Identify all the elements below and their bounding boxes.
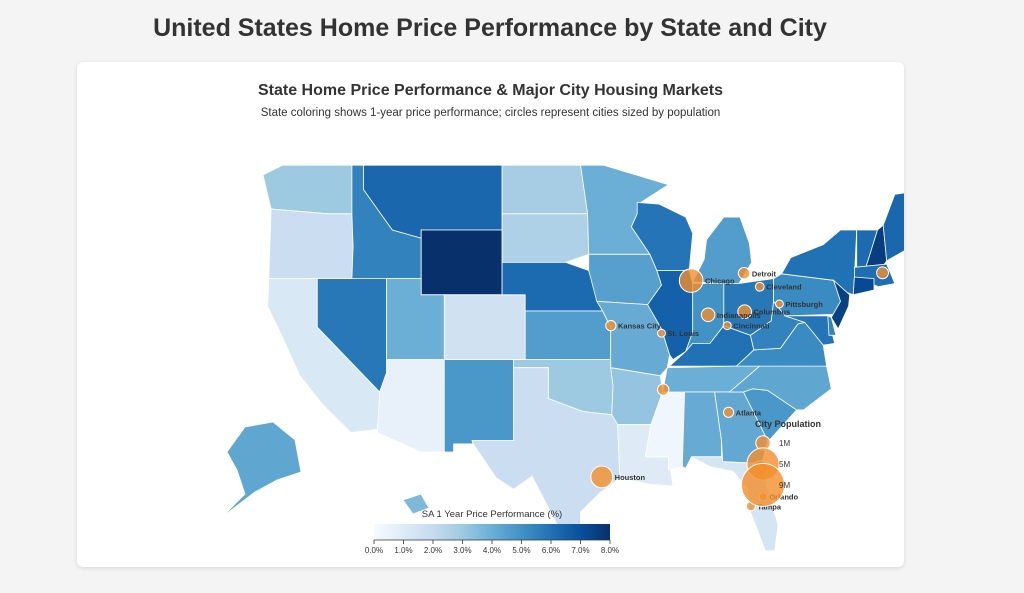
city-bubble-kansas-city[interactable] [605,319,617,332]
city-label-indianapolis: Indianapolis [717,311,761,320]
state-nd[interactable] [501,164,589,215]
city-bubble-st-louis[interactable] [657,328,666,338]
size-legend-label-9m: 9M [779,481,790,490]
chart-card: State Home Price Performance & Major Cit… [77,62,904,567]
city-bubble-cleveland[interactable] [754,281,765,292]
color-legend-tick-label: 2.0% [424,546,442,555]
state-sd[interactable] [501,213,590,263]
city-label-columbus: Columbus [753,308,790,317]
city-bubble-memphis[interactable] [656,383,670,396]
size-legend: City Population 1M 5M 9M [740,419,821,508]
size-legend-label-5m: 5M [779,460,790,469]
state-nm[interactable] [443,359,515,453]
city-bubble-indianapolis[interactable] [700,307,716,323]
color-legend-tick-label: 6.0% [542,546,560,555]
color-legend-tick-label: 5.0% [512,546,530,555]
state-ak[interactable] [221,421,302,518]
color-legend-title: SA 1 Year Price Performance (%) [422,509,562,520]
city-bubble-boston[interactable] [876,266,889,280]
color-legend-tick-label: 3.0% [453,546,471,555]
city-label-detroit: Detroit [752,269,777,278]
size-legend-bubble-9m [740,462,786,508]
city-bubble-pittsburgh[interactable] [774,299,784,309]
color-legend-tick-label: 8.0% [601,546,619,555]
state-de[interactable] [827,315,837,336]
size-legend-title: City Population [755,419,821,429]
city-bubble-chicago[interactable] [678,268,704,293]
city-bubble-atlanta[interactable] [722,406,735,418]
state-hi[interactable] [402,493,430,515]
state-nj[interactable] [830,278,851,330]
city-label-tampa: Tampa [757,502,781,511]
color-legend-bar [374,524,610,540]
city-bubble-detroit[interactable] [737,267,751,280]
page-title: United States Home Price Performance by … [153,14,827,42]
city-label-cleveland: Cleveland [766,283,802,292]
state-wa[interactable] [262,164,353,215]
state-or[interactable] [268,208,354,280]
state-ia[interactable] [588,253,662,306]
state-ks[interactable] [524,310,612,361]
color-legend-tick-label: 1.0% [394,546,412,555]
size-legend-label-1m: 1M [779,439,790,448]
us-choropleth-map: Chicago Detroit Cleveland PittsburghColumbu… [221,164,904,555]
city-label-st-louis: St. Louis [667,329,699,338]
city-label-cincinnati: Cincinnati [733,322,769,331]
color-legend-tick-label: 0.0% [365,546,383,555]
city-label-atlanta: Atlanta [736,408,762,417]
state-az[interactable] [376,359,445,453]
city-label-orlando: Orlando [769,493,798,502]
state-ct[interactable] [852,276,875,296]
city-label-houston: Houston [615,473,646,482]
city-bubble-cincinnati[interactable] [722,321,732,331]
state-me[interactable] [882,191,904,262]
chart-title: State Home Price Performance & Major Cit… [257,82,724,99]
city-bubble-columbus[interactable] [737,304,752,320]
city-label-kansas-city: Kansas City [618,322,662,331]
chart-subtitle: State coloring shows 1-year price perfor… [260,107,721,119]
city-label-pittsburgh: Pittsburgh [785,300,823,309]
city-label-chicago: Chicago [705,277,735,286]
state-co[interactable] [443,294,526,361]
state-wy[interactable] [420,229,503,296]
color-legend: SA 1 Year Price Performance (%) 0.0% 1.0% 2… [365,509,619,555]
states-layer [221,164,904,552]
city-bubble-houston[interactable] [590,465,614,489]
color-legend-tick-label: 7.0% [571,546,589,555]
color-legend-tick-label: 4.0% [483,546,501,555]
